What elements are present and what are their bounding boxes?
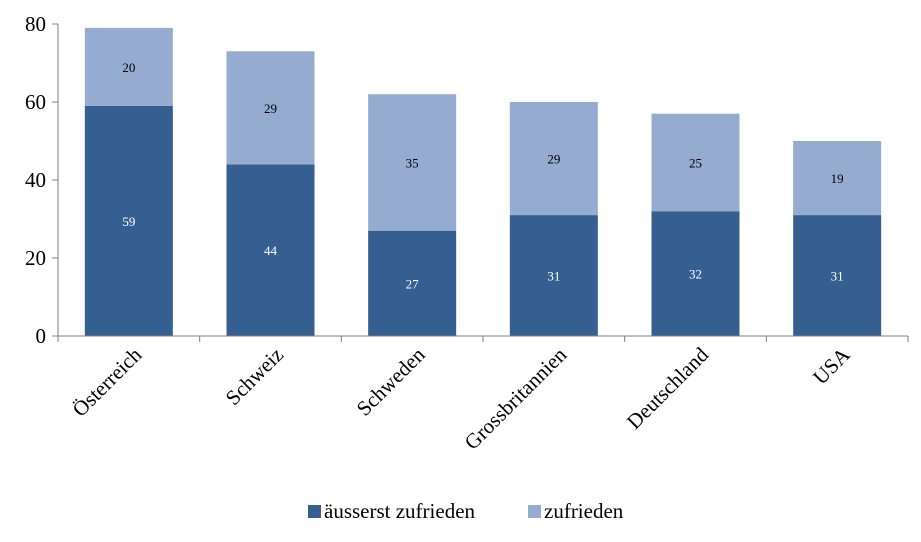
data-label: 27 bbox=[406, 276, 420, 291]
legend-label: äusserst zufrieden bbox=[324, 499, 476, 523]
bar-segment-zufrieden bbox=[226, 51, 315, 165]
legend-swatch bbox=[308, 505, 321, 518]
x-category-label: Schweiz bbox=[221, 343, 288, 410]
bar-segment-aeusserst-zufrieden bbox=[793, 215, 882, 336]
data-label: 32 bbox=[689, 267, 702, 282]
bar-segment-aeusserst-zufrieden bbox=[368, 230, 457, 336]
data-label: 20 bbox=[122, 60, 135, 75]
bar-segment-zufrieden bbox=[84, 27, 173, 106]
x-category-label: Schweden bbox=[352, 342, 430, 420]
x-category-label: Deutschland bbox=[622, 342, 714, 434]
data-label: 25 bbox=[689, 155, 702, 170]
y-tick-label: 0 bbox=[36, 324, 47, 348]
x-axis-category-labels: Österreich Schweiz Schweden Grossbritannien… bbox=[68, 342, 856, 454]
data-label: 29 bbox=[264, 101, 277, 116]
legend-label: zufrieden bbox=[544, 499, 624, 523]
data-labels: 59 20 44 29 27 35 31 29 32 25 31 19 bbox=[122, 60, 843, 291]
y-tick-label: 40 bbox=[25, 168, 46, 192]
y-axis-tick-labels: 0 20 40 60 80 bbox=[25, 12, 46, 348]
data-label: 59 bbox=[122, 214, 135, 229]
bar-segment-zufrieden bbox=[793, 141, 882, 216]
data-label: 31 bbox=[547, 269, 560, 284]
data-label: 35 bbox=[406, 155, 419, 170]
bars bbox=[84, 27, 882, 337]
x-category-label: USA bbox=[808, 342, 855, 389]
data-label: 19 bbox=[831, 171, 844, 186]
x-category-label: Grossbritannien bbox=[460, 342, 572, 454]
data-label: 29 bbox=[547, 152, 560, 167]
y-tick-label: 60 bbox=[25, 90, 46, 114]
bar-segment-zufrieden bbox=[368, 94, 457, 231]
y-tick-label: 80 bbox=[25, 12, 46, 36]
data-label: 44 bbox=[264, 243, 278, 258]
bar-segment-aeusserst-zufrieden bbox=[509, 215, 598, 336]
x-category-label: Österreich bbox=[68, 342, 147, 421]
bar-segment-zufrieden bbox=[651, 113, 740, 212]
bar-segment-zufrieden bbox=[509, 102, 598, 216]
x-axis-ticks bbox=[57, 336, 909, 342]
bar-segment-aeusserst-zufrieden bbox=[226, 164, 315, 336]
data-label: 31 bbox=[831, 269, 844, 284]
y-tick-label: 20 bbox=[25, 246, 46, 270]
legend-swatch bbox=[528, 505, 541, 518]
legend: äusserst zufrieden zufrieden bbox=[308, 499, 624, 523]
y-axis-ticks bbox=[52, 23, 58, 337]
bar-segment-aeusserst-zufrieden bbox=[651, 211, 740, 336]
bar-segment-aeusserst-zufrieden bbox=[84, 105, 173, 337]
